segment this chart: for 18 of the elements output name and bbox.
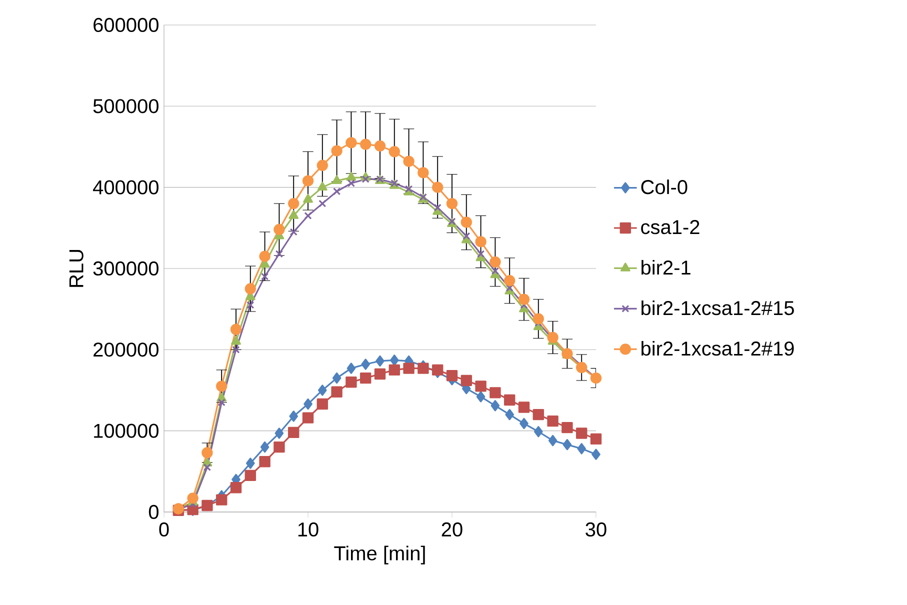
x-tick-label: 20 bbox=[442, 522, 462, 537]
legend-label: bir2-1 bbox=[642, 260, 690, 275]
y-tick-label: 0 bbox=[148, 504, 158, 520]
x-tick-label: 0 bbox=[159, 522, 169, 537]
y-tick-label: 400000 bbox=[93, 180, 158, 194]
x-tick-label: 30 bbox=[586, 522, 606, 537]
y-tick-label: 300000 bbox=[93, 261, 158, 276]
legend-label: Col-0 bbox=[641, 180, 688, 194]
y-tick-label: 500000 bbox=[93, 99, 158, 114]
y-tick-label: 600000 bbox=[94, 18, 158, 32]
legend-label: csa1-2 bbox=[641, 220, 700, 234]
x-tick-label: 10 bbox=[298, 522, 318, 537]
y-tick-label: 100000 bbox=[94, 424, 158, 438]
legend-label: bir2-1xcsa1-2#19 bbox=[642, 340, 794, 356]
legend-label: bir2-1xcsa1-2#15 bbox=[642, 300, 794, 316]
x-axis-title: Time [min] bbox=[334, 546, 425, 564]
y-tick-label: 200000 bbox=[94, 342, 158, 357]
y-axis-title: RLU bbox=[69, 250, 84, 287]
